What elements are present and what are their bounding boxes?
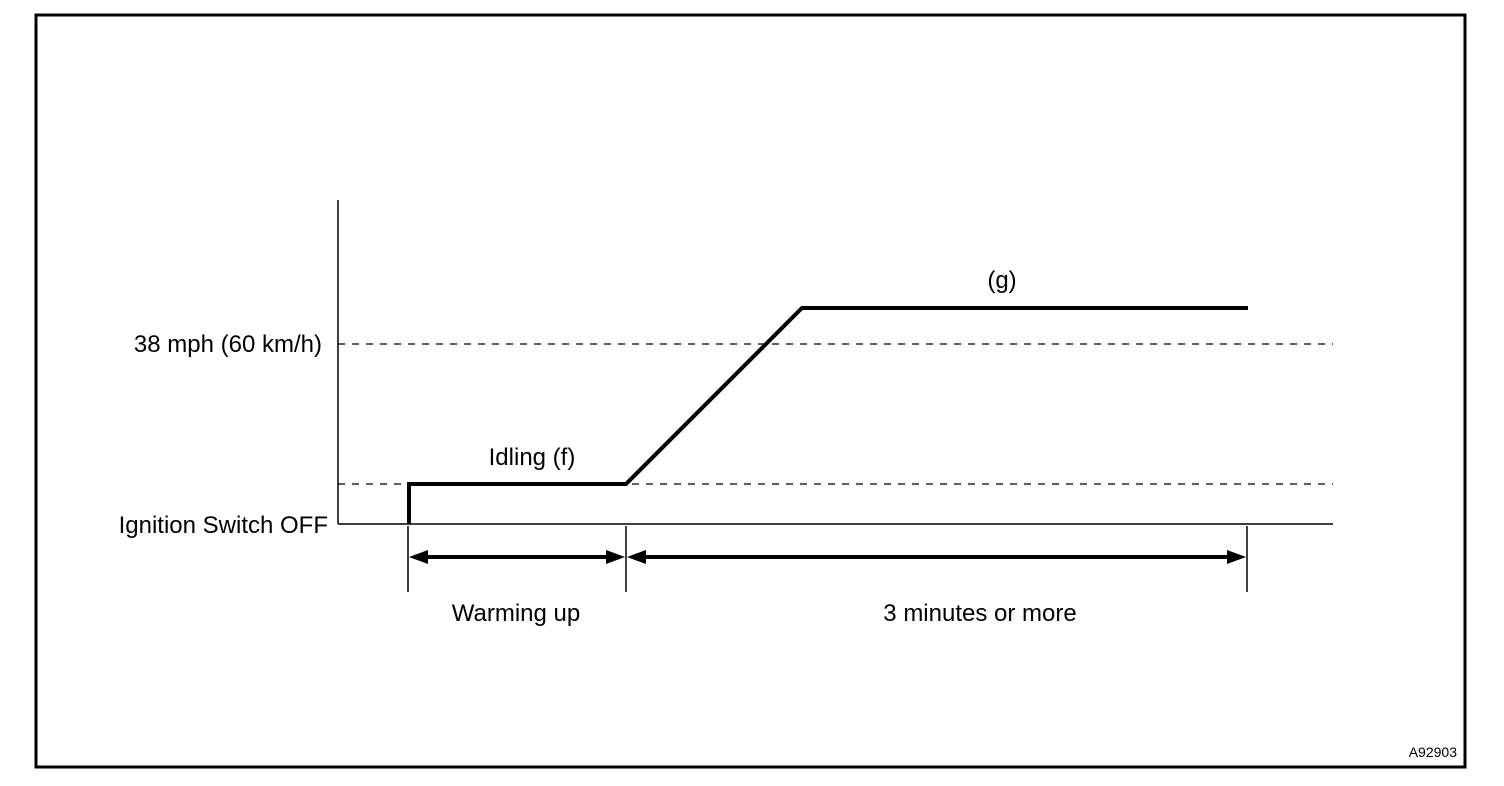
ignition-off-label: Ignition Switch OFF bbox=[119, 512, 328, 539]
speed-level-label: 38 mph (60 km/h) bbox=[134, 331, 322, 358]
warming-up-arrow bbox=[409, 550, 625, 564]
idling-phase-label: Idling (f) bbox=[489, 444, 576, 471]
drive-phase-label: (g) bbox=[987, 267, 1016, 294]
warming-up-label: Warming up bbox=[452, 600, 580, 627]
drive-duration-label: 3 minutes or more bbox=[883, 600, 1076, 627]
outer-frame bbox=[34, 13, 1467, 769]
drive-duration-arrow bbox=[627, 550, 1246, 564]
speed-profile-line bbox=[407, 306, 1248, 524]
figure-id-label: A92903 bbox=[1409, 744, 1457, 760]
